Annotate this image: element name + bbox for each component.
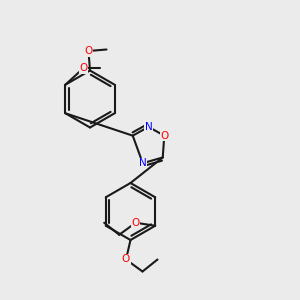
Text: N: N [139,158,147,168]
Text: O: O [79,63,87,73]
Text: O: O [84,46,93,56]
Text: O: O [122,254,130,265]
Text: N: N [145,122,152,132]
Text: O: O [132,218,140,228]
Text: O: O [160,130,168,141]
Text: methoxy: methoxy [70,64,76,65]
